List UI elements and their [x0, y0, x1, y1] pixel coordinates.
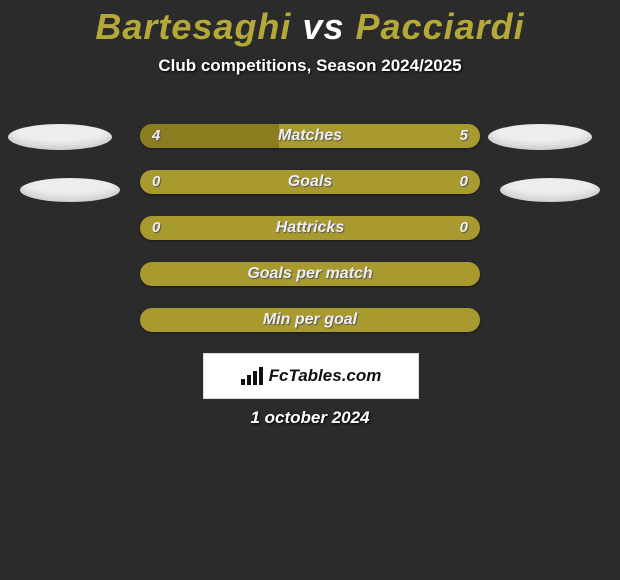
stat-value-right: 5 — [460, 124, 468, 148]
date-text: 1 october 2024 — [0, 408, 620, 428]
title-vs: vs — [302, 6, 344, 47]
stat-value-right: 0 — [460, 216, 468, 240]
stat-label: Matches — [140, 124, 480, 148]
stat-value-right: 0 — [460, 170, 468, 194]
stat-bar-goals-per-match: Goals per match — [140, 262, 480, 286]
stat-label: Min per goal — [140, 308, 480, 332]
page-title: Bartesaghi vs Pacciardi — [0, 0, 620, 48]
stat-bar-matches: 4 Matches 5 — [140, 124, 480, 148]
stat-bar-hattricks: 0 Hattricks 0 — [140, 216, 480, 240]
left-photo-ellipse-2 — [20, 178, 120, 202]
attribution-banner[interactable]: FcTables.com — [203, 353, 419, 399]
stat-label: Hattricks — [140, 216, 480, 240]
attribution-text: FcTables.com — [269, 366, 382, 386]
bar-chart-icon — [241, 367, 263, 385]
stat-label: Goals — [140, 170, 480, 194]
stat-bar-goals: 0 Goals 0 — [140, 170, 480, 194]
stat-bars: 4 Matches 5 0 Goals 0 0 Hattricks 0 Goal… — [140, 124, 480, 354]
subtitle: Club competitions, Season 2024/2025 — [0, 56, 620, 76]
title-player1: Bartesaghi — [95, 6, 291, 47]
right-photo-ellipse-2 — [500, 178, 600, 202]
stat-bar-min-per-goal: Min per goal — [140, 308, 480, 332]
title-player2: Pacciardi — [356, 6, 525, 47]
right-photo-ellipse-1 — [488, 124, 592, 150]
stat-label: Goals per match — [140, 262, 480, 286]
comparison-card: Bartesaghi vs Pacciardi Club competition… — [0, 0, 620, 580]
left-photo-ellipse-1 — [8, 124, 112, 150]
